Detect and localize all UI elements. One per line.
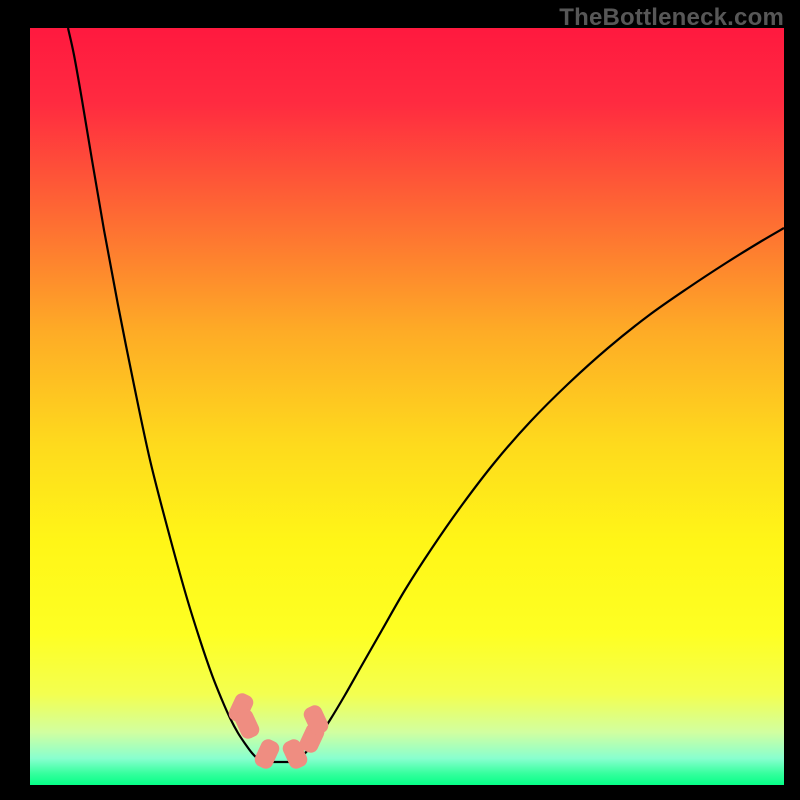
bottleneck-chart bbox=[0, 0, 800, 800]
chart-canvas: TheBottleneck.com bbox=[0, 0, 800, 800]
attribution-text: TheBottleneck.com bbox=[559, 4, 784, 32]
gradient-background bbox=[30, 28, 784, 785]
